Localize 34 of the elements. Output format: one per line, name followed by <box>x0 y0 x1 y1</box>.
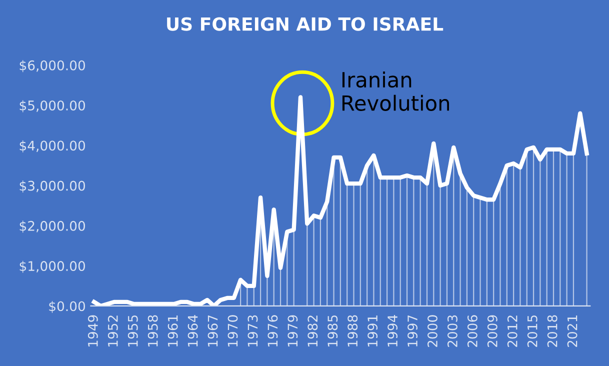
x-tick-label: 1964 <box>188 315 198 346</box>
x-tick-label: 2009 <box>487 315 498 347</box>
x-tick-label: 1985 <box>328 315 338 346</box>
x-tick-label: 1994 <box>388 315 398 346</box>
x-tick-label: 1949 <box>88 315 98 346</box>
x-tick-label: 1958 <box>148 315 158 346</box>
x-tick-label: 2006 <box>467 315 478 347</box>
x-tick-label: 1979 <box>288 315 298 346</box>
y-tick-label: $2,000.00 <box>20 220 86 233</box>
x-tick-label: 1991 <box>368 316 378 346</box>
x-tick-label: 2018 <box>547 315 558 347</box>
x-tick-label: 2012 <box>507 316 518 347</box>
y-tick-label: $0.00 <box>49 300 86 313</box>
y-tick-label: $3,000.00 <box>20 180 86 193</box>
x-tick-label: 1967 <box>208 315 218 346</box>
annotation: Iranian Revolution <box>342 72 449 111</box>
x-tick-label: 1976 <box>268 315 278 346</box>
y-tick-label: $5,000.00 <box>20 100 86 112</box>
x-tick-label: 1997 <box>408 315 418 346</box>
x-tick-label: 1970 <box>228 315 238 346</box>
y-tick-label: $4,000.00 <box>20 140 86 152</box>
x-tick-label: 1952 <box>108 316 118 346</box>
x-tick-label: 1988 <box>348 315 358 346</box>
x-tick-label: 1961 <box>168 316 178 346</box>
chart-title: US FOREIGN AID TO ISRAEL <box>167 17 444 31</box>
y-tick-label: $6,000.00 <box>20 60 86 72</box>
x-tick-label: 1955 <box>128 315 138 346</box>
x-tick-label: 2015 <box>527 315 538 347</box>
x-tick-label: 1982 <box>308 316 318 346</box>
x-tick-label: 2003 <box>447 315 458 347</box>
x-tick-label: 1973 <box>248 315 258 346</box>
x-tick-label: 2000 <box>427 315 438 347</box>
x-tick-label: 2021 <box>567 316 578 347</box>
y-tick-label: $1,000.00 <box>20 260 86 273</box>
